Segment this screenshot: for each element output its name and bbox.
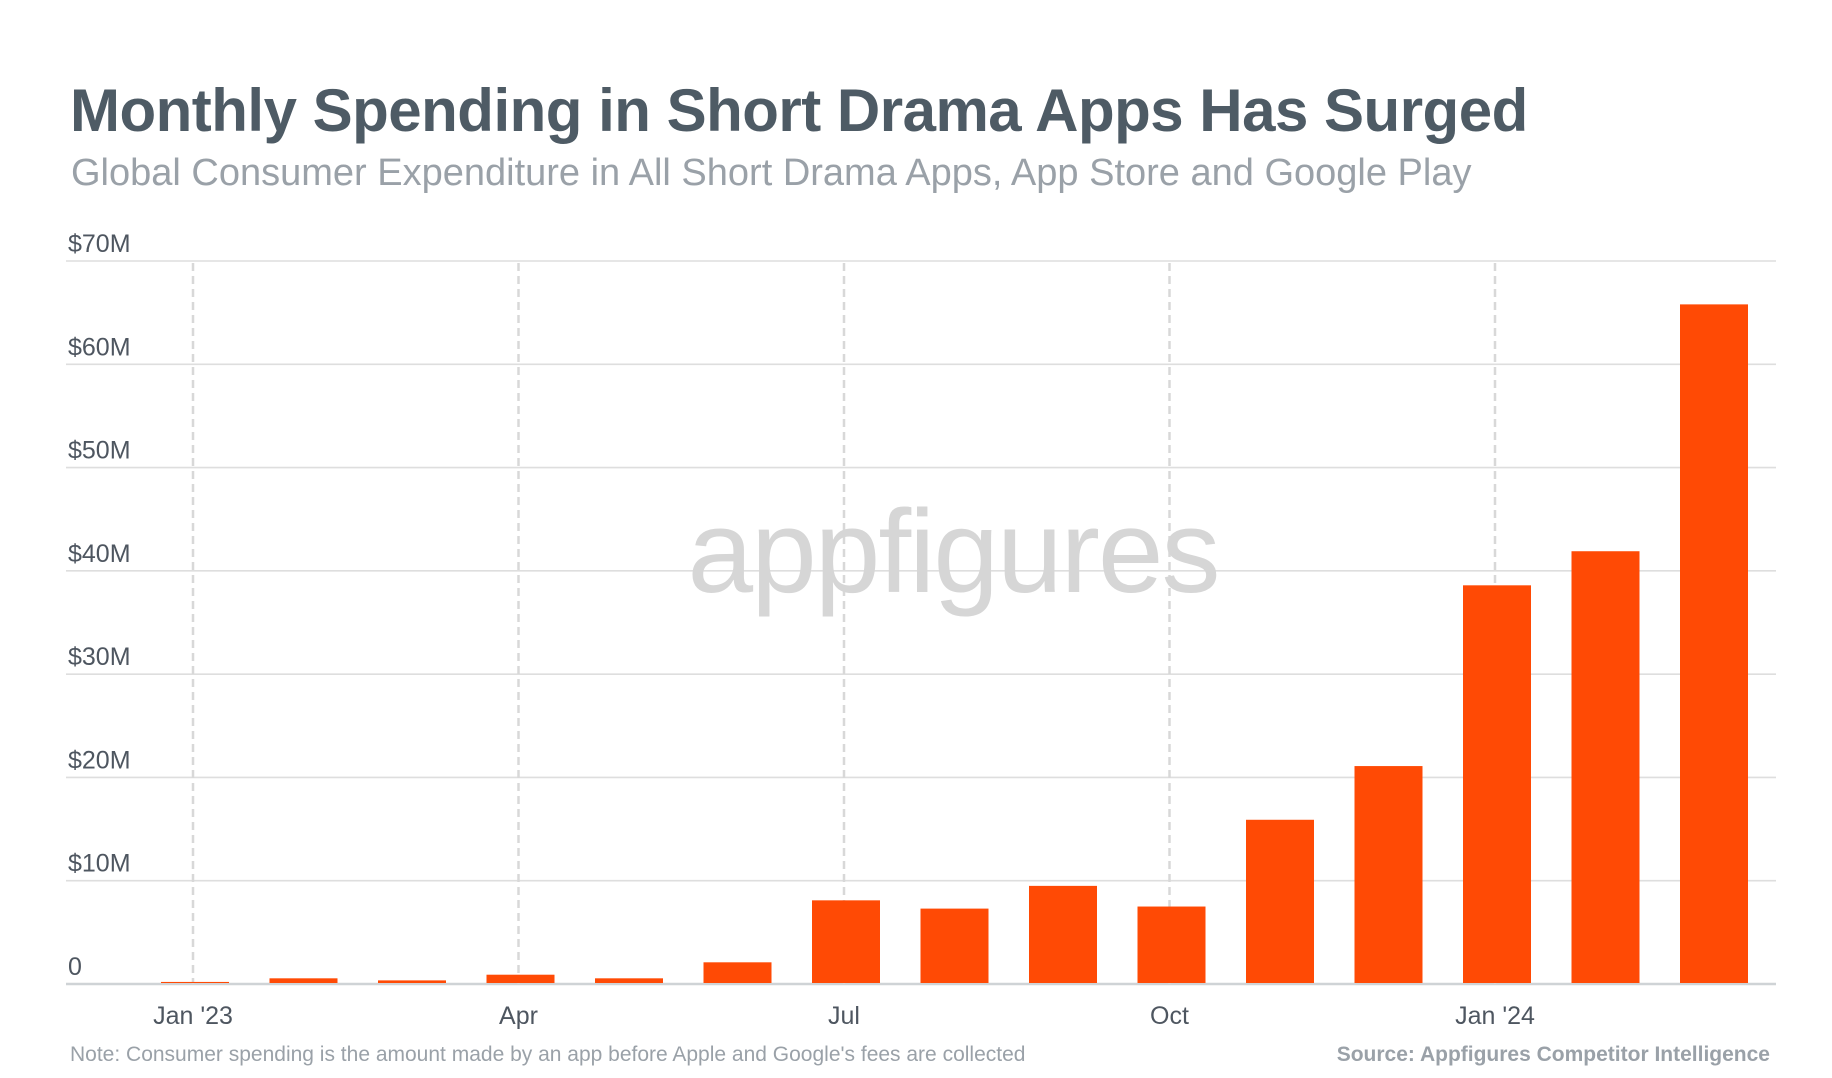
x-tick-label: Jul bbox=[828, 1002, 860, 1030]
bar-13 bbox=[1571, 551, 1640, 983]
bar-5 bbox=[703, 962, 772, 983]
bar-1 bbox=[269, 978, 338, 983]
y-tick-label: $60M bbox=[68, 333, 131, 361]
appfigures-watermark: appfigures bbox=[687, 486, 1218, 618]
chart-subtitle: Global Consumer Expenditure in All Short… bbox=[71, 152, 1472, 194]
bar-12 bbox=[1463, 585, 1531, 983]
bar-6 bbox=[812, 900, 880, 983]
bar-3 bbox=[486, 974, 555, 983]
bar-10 bbox=[1246, 819, 1314, 983]
y-tick-label: $10M bbox=[68, 850, 131, 878]
bar-0 bbox=[161, 981, 229, 983]
y-tick-label: $20M bbox=[68, 746, 131, 774]
x-tick-label: Oct bbox=[1150, 1002, 1189, 1030]
chart-title: Monthly Spending in Short Drama Apps Has… bbox=[70, 77, 1528, 144]
bar-14 bbox=[1680, 304, 1748, 983]
x-tick-label: Jan '24 bbox=[1455, 1002, 1535, 1030]
y-axis-labels: 0 $10M $20M $30M $40M $50M $60M $70M bbox=[68, 230, 131, 981]
y-tick-label: $30M bbox=[68, 643, 131, 671]
x-axis-labels: Jan '23 Apr Jul Oct Jan '24 bbox=[153, 1002, 1535, 1030]
y-tick-label: 0 bbox=[68, 953, 82, 981]
bars bbox=[161, 304, 1748, 983]
bar-9 bbox=[1137, 906, 1206, 983]
source-credit: Source: Appfigures Competitor Intelligen… bbox=[1337, 1043, 1770, 1066]
bar-11 bbox=[1354, 766, 1423, 983]
x-tick-label: Jan '23 bbox=[153, 1002, 233, 1030]
bar-4 bbox=[595, 978, 663, 983]
y-tick-label: $50M bbox=[68, 437, 131, 465]
y-tick-label: $70M bbox=[68, 230, 131, 258]
y-tick-label: $40M bbox=[68, 540, 131, 568]
vertical-guides bbox=[191, 263, 1497, 984]
x-tick-label: Apr bbox=[499, 1002, 538, 1030]
bar-7 bbox=[920, 908, 989, 983]
bar-8 bbox=[1029, 885, 1097, 983]
bar-2 bbox=[378, 980, 446, 983]
footnote: Note: Consumer spending is the amount ma… bbox=[70, 1043, 1025, 1066]
